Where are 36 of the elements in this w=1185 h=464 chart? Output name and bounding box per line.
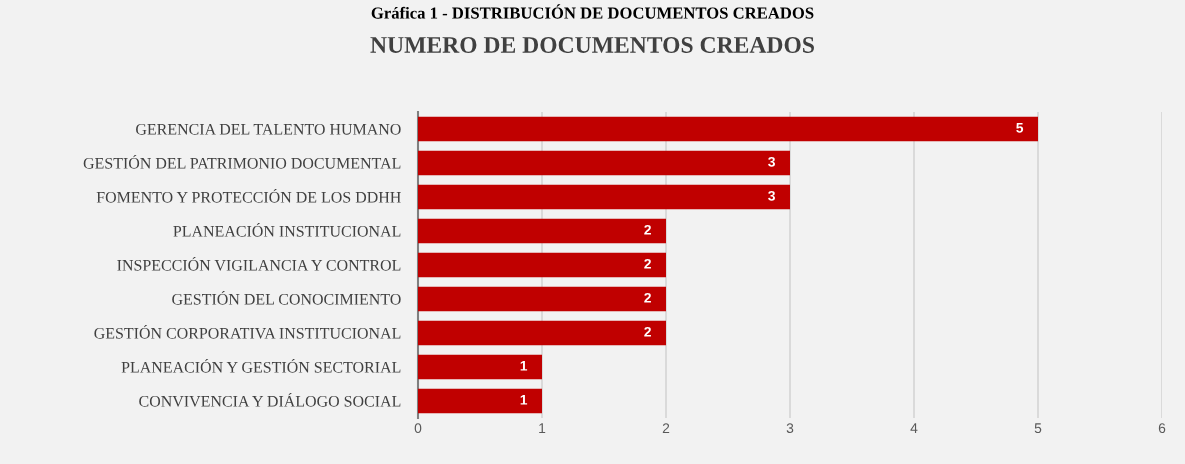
data-label: 2	[644, 292, 651, 303]
x-tick-label: 6	[1158, 423, 1166, 434]
y-tick-label: GESTIÓN DEL CONOCIMIENTO	[172, 290, 401, 305]
bar	[418, 320, 666, 346]
bar	[418, 184, 790, 210]
data-label: 1	[520, 361, 528, 371]
y-tick-label: PLANEACIÓN INSTITUCIONAL	[173, 222, 401, 237]
data-label: 3	[768, 190, 775, 201]
y-tick-label: INSPECCIÓN VIGILANCIA Y CONTROL	[117, 256, 401, 271]
x-tick-label: 1	[539, 423, 546, 433]
x-tick-label: 4	[910, 423, 918, 433]
bar	[418, 218, 666, 244]
bar	[418, 116, 1038, 142]
bar	[418, 286, 666, 312]
x-tick-label: 3	[786, 423, 794, 434]
data-label: 2	[644, 326, 651, 337]
data-label: 1	[520, 395, 528, 405]
bar	[418, 388, 542, 414]
data-label: 5	[1016, 123, 1024, 133]
text: Gráfica 1 - DISTRIBUCIÓN DE DOCUMENTOS CREADOS	[371, 4, 814, 19]
y-tick-label: FOMENTO Y PROTECCIÓN DE LOS DDHH	[96, 188, 401, 203]
data-label: 2	[644, 224, 651, 235]
y-tick-label: GESTIÓN CORPORATIVA INSTITUCIONAL	[94, 324, 401, 339]
x-tick-label: 5	[1034, 423, 1042, 434]
bar	[418, 354, 542, 380]
bar	[418, 252, 666, 278]
data-label: 2	[644, 258, 651, 269]
x-tick-label: 0	[414, 423, 422, 434]
y-tick-label: CONVIVENCIA Y DIÁLOGO SOCIAL	[139, 392, 401, 407]
y-tick-label: PLANEACIÓN Y GESTIÓN SECTORIAL	[121, 358, 401, 373]
chart-title: NUMERO DE DOCUMENTOS CREADOS	[370, 37, 814, 53]
x-tick-label: 2	[662, 423, 670, 433]
y-tick-label: GESTIÓN DEL PATRIMONIO DOCUMENTAL	[83, 154, 401, 169]
bar	[418, 150, 790, 176]
y-tick-label: GERENCIA DEL TALENTO HUMANO	[136, 123, 401, 135]
data-label: 3	[768, 156, 775, 167]
